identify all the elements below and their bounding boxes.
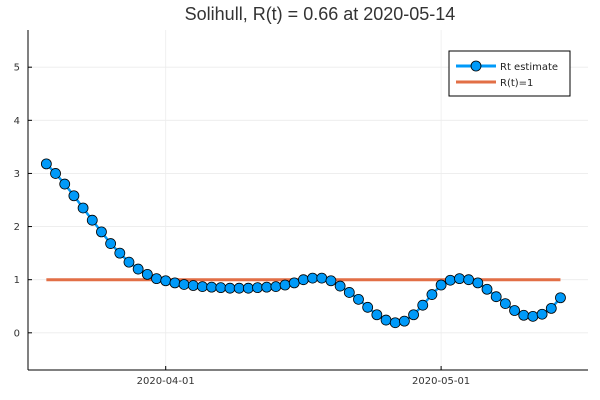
rt-estimate-point	[59, 178, 71, 190]
rt-estimate-point	[68, 190, 80, 202]
rt-estimate-point	[555, 292, 566, 304]
rt-estimate-point	[444, 274, 456, 286]
rt-estimate-point	[454, 273, 465, 285]
rt-estimate-point	[40, 158, 52, 170]
y-tick-label: 1	[14, 275, 20, 286]
rt-estimate-point	[169, 277, 181, 289]
rt-estimate-point	[96, 226, 107, 238]
axes	[27, 30, 588, 371]
chart-title: Solihull, R(t) = 0.66 at 2020-05-14	[185, 4, 456, 24]
rt-estimate-point	[206, 281, 218, 293]
rt-estimate-point	[105, 238, 117, 249]
rt-estimate-point	[518, 309, 530, 321]
rt-estimate-point	[472, 277, 484, 289]
rt-estimate-point	[380, 314, 392, 326]
rt-estimate-point	[536, 308, 548, 320]
rt-estimate-point	[178, 279, 190, 290]
tick-labels: 0 1 2 3 4 5 2020-04-01 2020-05-01	[14, 63, 471, 387]
rt-estimate-point	[408, 309, 419, 321]
rt-estimate-point	[279, 279, 291, 291]
y-tick-label: 3	[14, 169, 20, 180]
rt-estimate-point	[527, 310, 539, 322]
legend-marker-rt-estimate	[470, 60, 482, 72]
rt-estimate-point	[417, 299, 429, 311]
rt-estimate-point	[325, 275, 337, 287]
legend-label-reference: R(t)=1	[500, 78, 533, 89]
rt-estimate-point	[86, 214, 98, 226]
rt-estimate-point	[435, 279, 447, 291]
rt-estimate-point	[545, 302, 557, 314]
rt-estimate-point	[270, 281, 282, 292]
rt-estimate-point	[343, 287, 355, 298]
rt-estimate-point	[426, 289, 438, 300]
y-tick-label: 2	[14, 222, 20, 233]
rt-estimate-point	[197, 281, 208, 292]
rt-estimate-point	[481, 283, 493, 295]
legend: Rt estimate R(t)=1	[448, 50, 571, 97]
legend-box	[448, 50, 571, 97]
y-tick-label: 0	[14, 328, 20, 339]
rt-estimate-point	[77, 202, 89, 214]
rt-estimate-point	[160, 275, 172, 287]
rt-estimate-point	[141, 268, 153, 280]
rt-estimate-point	[187, 280, 199, 291]
rt-estimate-point	[463, 274, 475, 286]
rt-estimate-point	[353, 293, 364, 305]
rt-estimate-point	[224, 282, 236, 294]
rt-estimate-point	[50, 168, 61, 179]
rt-estimate-point	[334, 280, 346, 292]
rt-estimate-point	[490, 291, 502, 303]
rt-estimate-point	[509, 305, 520, 316]
x-tick-label: 2020-04-01	[137, 376, 195, 387]
rt-estimate-point	[389, 317, 401, 329]
x-tick-label: 2020-05-01	[412, 376, 470, 387]
rt-estimate-point	[288, 277, 300, 289]
rt-estimate-point	[215, 282, 227, 294]
rt-estimate-point	[123, 256, 135, 268]
rt-estimate-point	[398, 315, 410, 327]
rt-estimate-point	[242, 282, 254, 294]
rt-estimate-point	[307, 272, 318, 284]
rt-estimate-point	[252, 282, 263, 294]
rt-estimate-point	[316, 272, 328, 284]
y-tick-label: 4	[14, 116, 20, 127]
rt-estimate-series	[40, 158, 566, 329]
rt-estimate-point	[261, 281, 273, 293]
rt-estimate-point	[233, 282, 245, 294]
rt-estimate-point	[371, 309, 383, 321]
rt-estimate-point	[499, 298, 511, 309]
y-tick-label: 5	[14, 63, 20, 74]
rt-estimate-point	[298, 274, 309, 286]
rt-estimate-point	[114, 247, 126, 259]
legend-label-rt-estimate: Rt estimate	[500, 62, 558, 73]
rt-estimate-point	[132, 263, 144, 275]
rt-estimate-point	[151, 273, 162, 285]
rt-estimate-point	[362, 301, 374, 313]
